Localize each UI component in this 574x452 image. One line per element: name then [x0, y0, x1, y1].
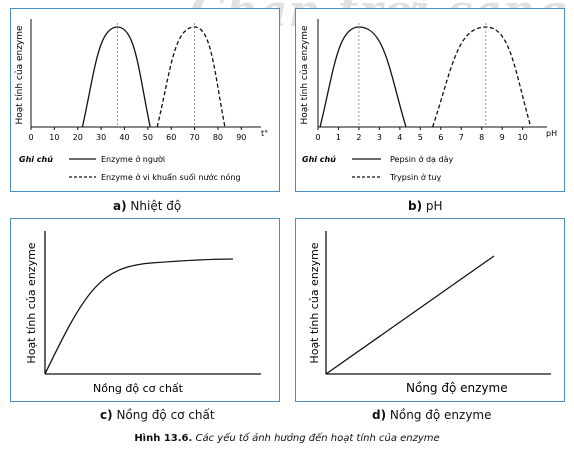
- caption-a-text: Nhiệt độ: [130, 199, 182, 213]
- caption-b-text: pH: [425, 199, 443, 213]
- legend-solid-label: Enzyme ở người: [101, 154, 165, 164]
- x-tick-label: 7: [459, 133, 464, 142]
- figure-caption: Hình 13.6. Các yếu tố ảnh hưởng đến hoạt…: [0, 433, 574, 444]
- x-tick-label: 4: [397, 133, 402, 142]
- series-solid-curve: [319, 26, 407, 128]
- caption-c-letter: c): [100, 408, 113, 422]
- chart-temperature-svg: Hoạt tính của enzyme t° Ghi chú Enzyme ở…: [14, 19, 268, 182]
- series-dashed-curve: [431, 26, 532, 128]
- x-tick-label: 40: [119, 133, 129, 142]
- x-tick-label: 1: [336, 133, 341, 142]
- chart-ph-svg: Hoạt tính của enzyme pH Ghi chú Pepsin ở…: [299, 19, 557, 182]
- caption-a: a) Nhiệt độ: [113, 199, 181, 213]
- x-axis-label: Nồng độ enzyme: [406, 381, 508, 395]
- y-axis-label: Hoạt tính của enzyme: [25, 242, 38, 363]
- series-dashed-curve: [156, 26, 226, 128]
- x-tick-label: 5: [418, 133, 423, 142]
- caption-d-text: Nồng độ enzyme: [389, 408, 492, 422]
- x-tick-label: 90: [236, 133, 246, 142]
- x-tick-label: 6: [438, 133, 443, 142]
- legend-solid-label: Pepsin ở dạ dày: [390, 154, 453, 165]
- caption-c: c) Nồng độ cơ chất: [100, 408, 215, 422]
- x-tick-label: 0: [28, 133, 33, 142]
- caption-a-letter: a): [113, 199, 127, 213]
- caption-d-letter: d): [372, 408, 387, 422]
- chart-substrate-svg: Hoạt tính của enzyme Nồng độ cơ chất: [25, 231, 261, 395]
- series-solid-curve: [81, 26, 151, 128]
- x-tick-label: 3: [377, 133, 382, 142]
- x-tick-label: 2: [356, 133, 361, 142]
- figure-caption-text: Các yếu tố ảnh hưởng đến hoạt tính của e…: [195, 433, 440, 444]
- x-axis-label: Nồng độ cơ chất: [93, 382, 184, 395]
- x-tick-label: 10: [49, 133, 59, 142]
- x-axis-label: t°: [261, 129, 268, 138]
- x-tick-label: 30: [96, 133, 106, 142]
- x-tick-label: 10: [518, 133, 528, 142]
- saturation-curve: [44, 258, 234, 375]
- x-tick-label: 0: [315, 133, 320, 142]
- linear-line: [325, 255, 495, 375]
- legend-title: Ghi chú: [19, 155, 53, 164]
- legend-title: Ghi chú: [302, 155, 336, 164]
- caption-d: d) Nồng độ enzyme: [372, 408, 492, 422]
- legend-dashed-label: Trypsin ở tuỵ: [389, 172, 441, 182]
- y-axis-label: Hoạt tính của enzyme: [299, 25, 310, 125]
- x-tick-label: 20: [73, 133, 83, 142]
- x-axis-label: pH: [546, 129, 557, 138]
- y-axis-label: Hoạt tính của enzyme: [308, 242, 321, 363]
- x-tick-label: 8: [479, 133, 484, 142]
- x-tick-label: 9: [500, 133, 505, 142]
- caption-c-text: Nồng độ cơ chất: [116, 408, 215, 422]
- caption-b-letter: b): [408, 199, 423, 213]
- chart-panel-temperature: Hoạt tính của enzyme t° Ghi chú Enzyme ở…: [10, 8, 280, 192]
- caption-b: b) pH: [408, 199, 443, 213]
- legend-dashed-label: Enzyme ở vi khuẩn suối nước nóng: [101, 172, 241, 182]
- x-tick-label: 70: [189, 133, 199, 142]
- x-tick-label: 60: [166, 133, 176, 142]
- x-tick-label: 50: [143, 133, 153, 142]
- figure-number: Hình 13.6.: [134, 433, 193, 444]
- chart-enzyme-svg: Hoạt tính của enzyme Nồng độ enzyme: [308, 231, 551, 395]
- x-tick-label: 80: [213, 133, 223, 142]
- chart-panel-enzyme-concentration: Hoạt tính của enzyme Nồng độ enzyme: [295, 218, 565, 402]
- chart-panel-substrate: Hoạt tính của enzyme Nồng độ cơ chất: [10, 218, 280, 402]
- y-axis-label: Hoạt tính của enzyme: [14, 25, 25, 125]
- chart-panel-ph: Hoạt tính của enzyme pH Ghi chú Pepsin ở…: [295, 8, 565, 192]
